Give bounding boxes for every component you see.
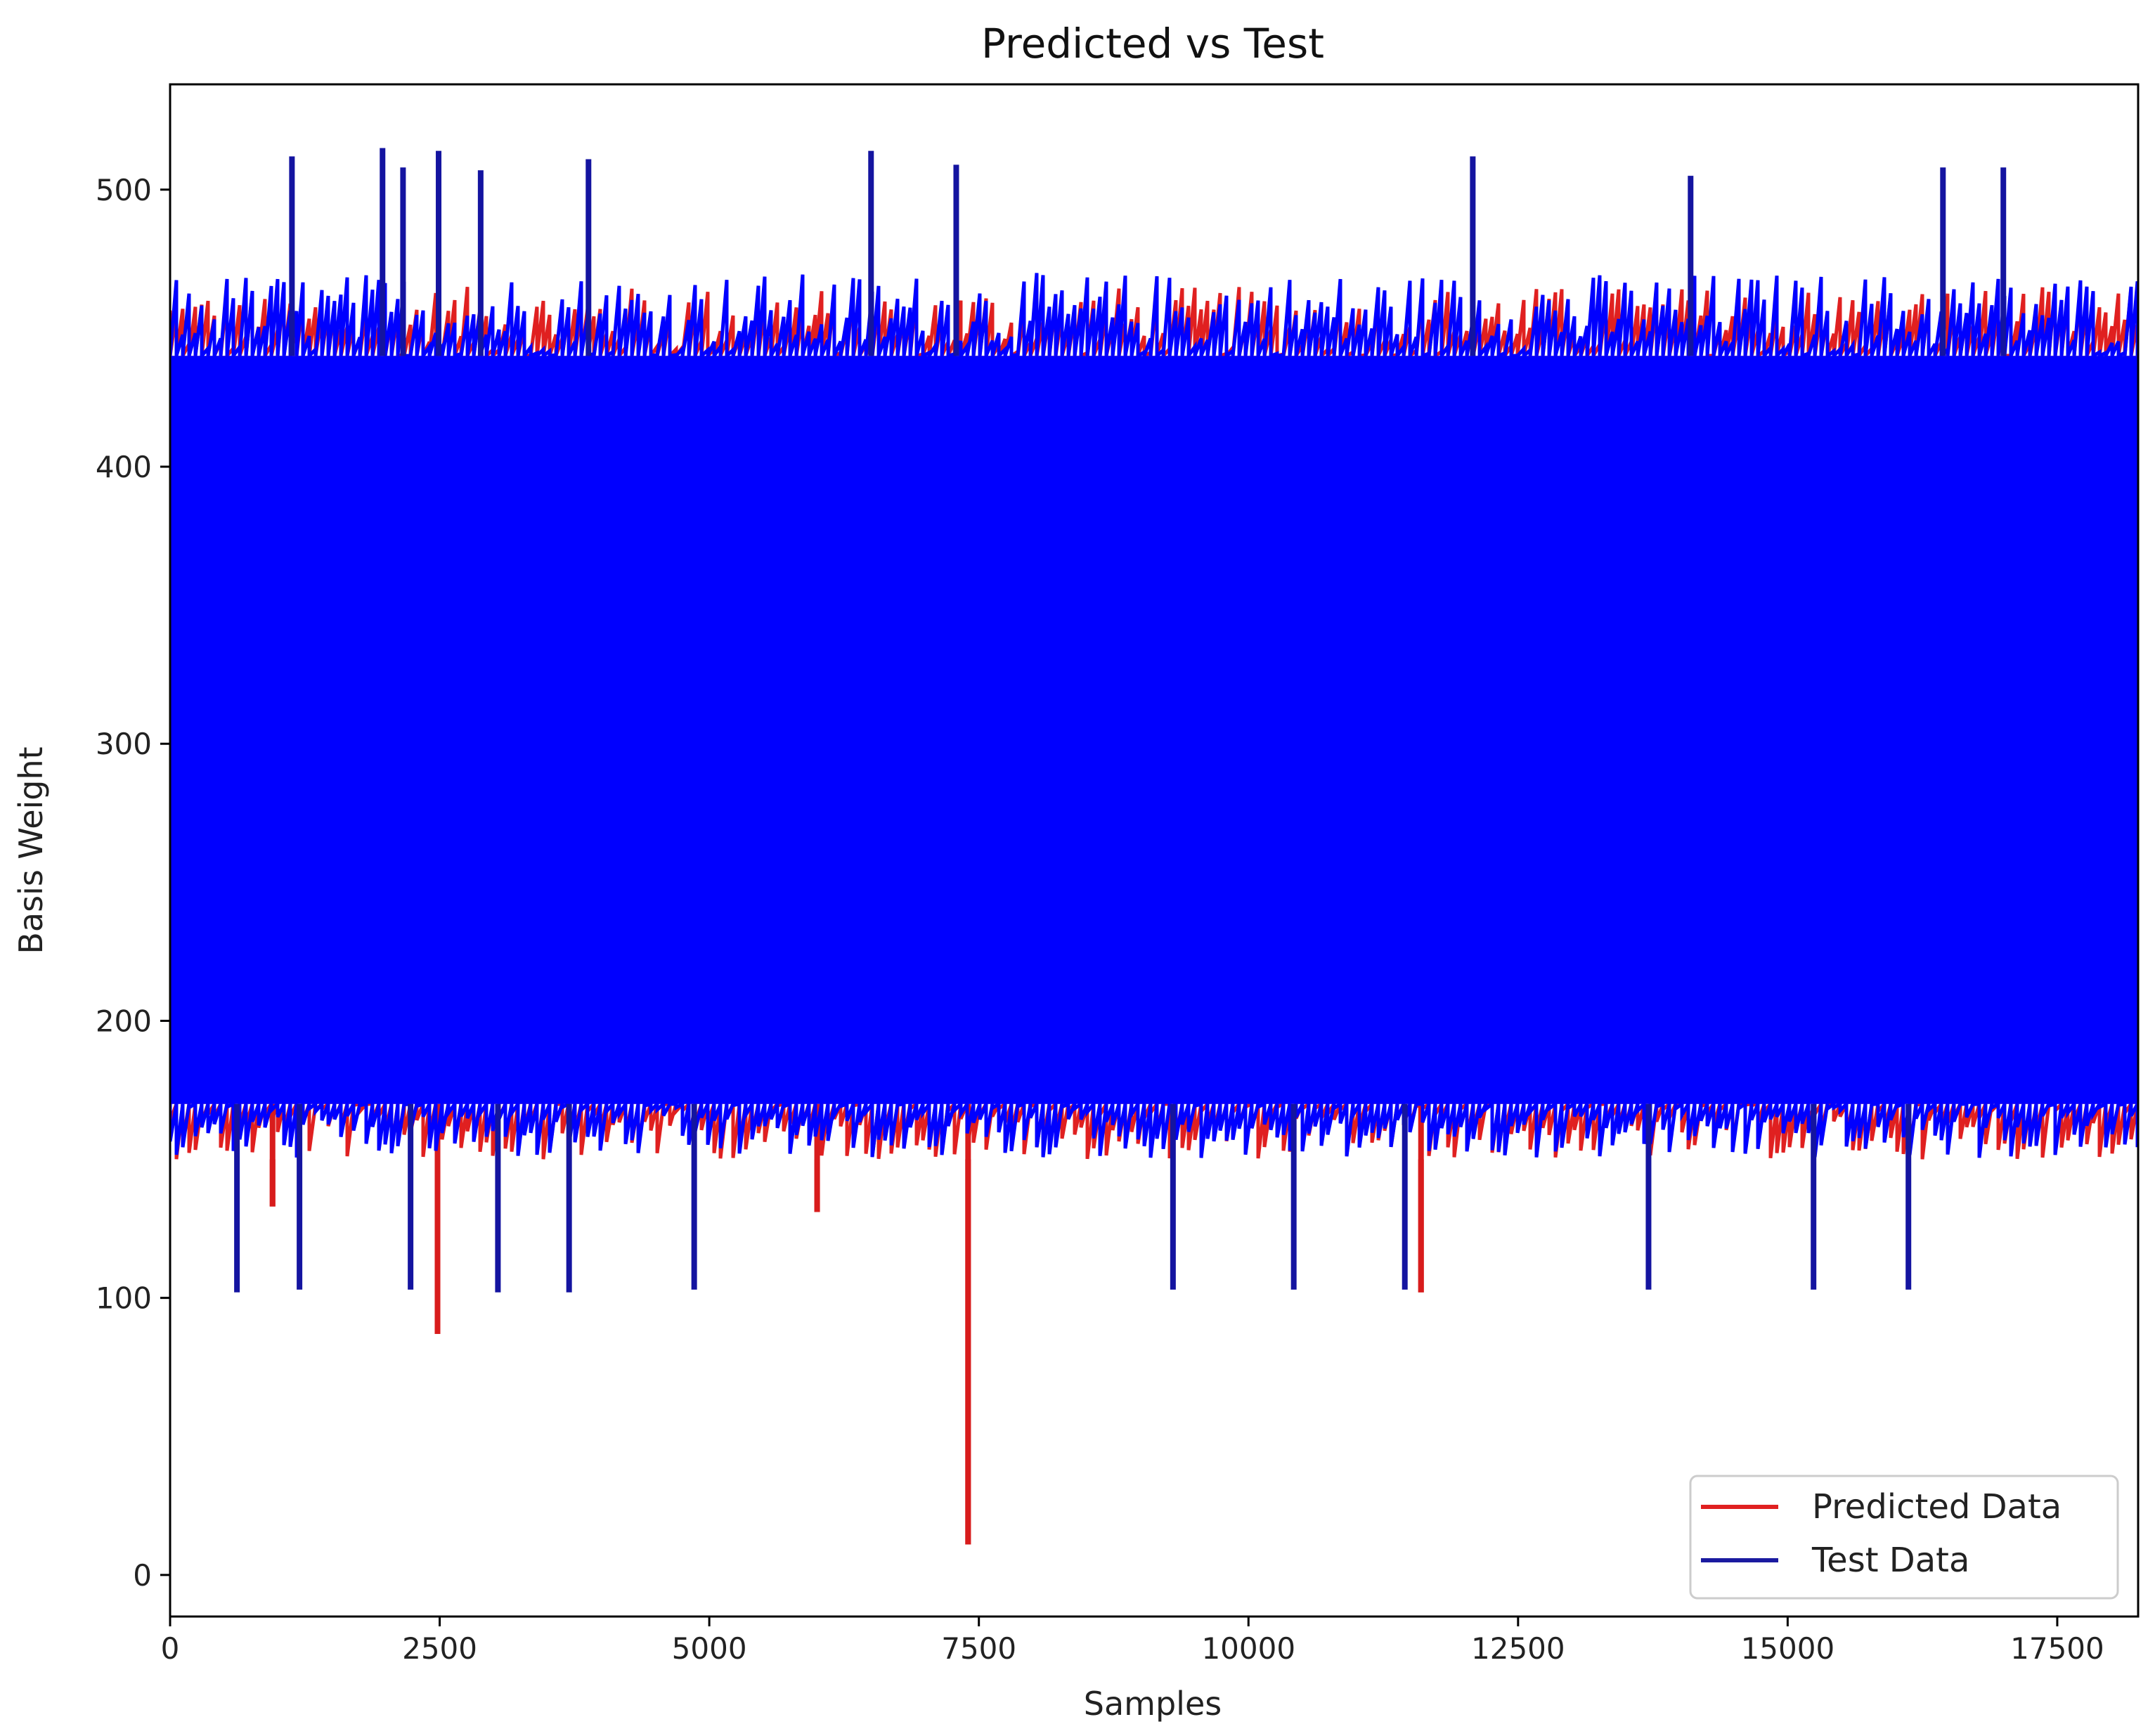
y-axis: 0 100 200 300 400 500 [96,173,170,1593]
legend: Predicted Data Test Data [1689,1475,2119,1600]
y-tick-label: 0 [133,1558,152,1593]
x-tick-label: 0 [161,1631,180,1666]
legend-box [1689,1475,2119,1600]
plot-area [170,148,2138,1545]
chart-title: Predicted vs Test [981,20,1324,67]
y-axis-label: Basis Weight [12,746,50,954]
series-band [170,356,2138,1104]
axes-frame [169,83,2140,1618]
x-tick-label: 10000 [1201,1631,1295,1666]
series-test-data [170,148,2138,1545]
y-tick-label: 300 [96,727,152,761]
x-tick-label: 5000 [672,1631,747,1666]
y-tick-label: 200 [96,1004,152,1038]
x-axis-label: Samples [1084,1685,1222,1723]
y-tick-label: 400 [96,450,152,484]
x-tick-label: 17500 [2010,1631,2104,1666]
x-tick-label: 12500 [1471,1631,1565,1666]
series-upper-envelope [170,273,2138,363]
x-tick-label: 7500 [941,1631,1016,1666]
x-tick-label: 15000 [1741,1631,1835,1666]
x-tick-label: 2500 [402,1631,477,1666]
y-tick-label: 100 [96,1281,152,1316]
legend-label-test-data: Test Data [1811,1541,1969,1580]
legend-label-predicted-data: Predicted Data [1812,1487,2062,1527]
y-tick-label: 500 [96,173,152,207]
x-axis: 0 2500 5000 7500 10000 12500 15000 17500 [161,1617,2104,1666]
